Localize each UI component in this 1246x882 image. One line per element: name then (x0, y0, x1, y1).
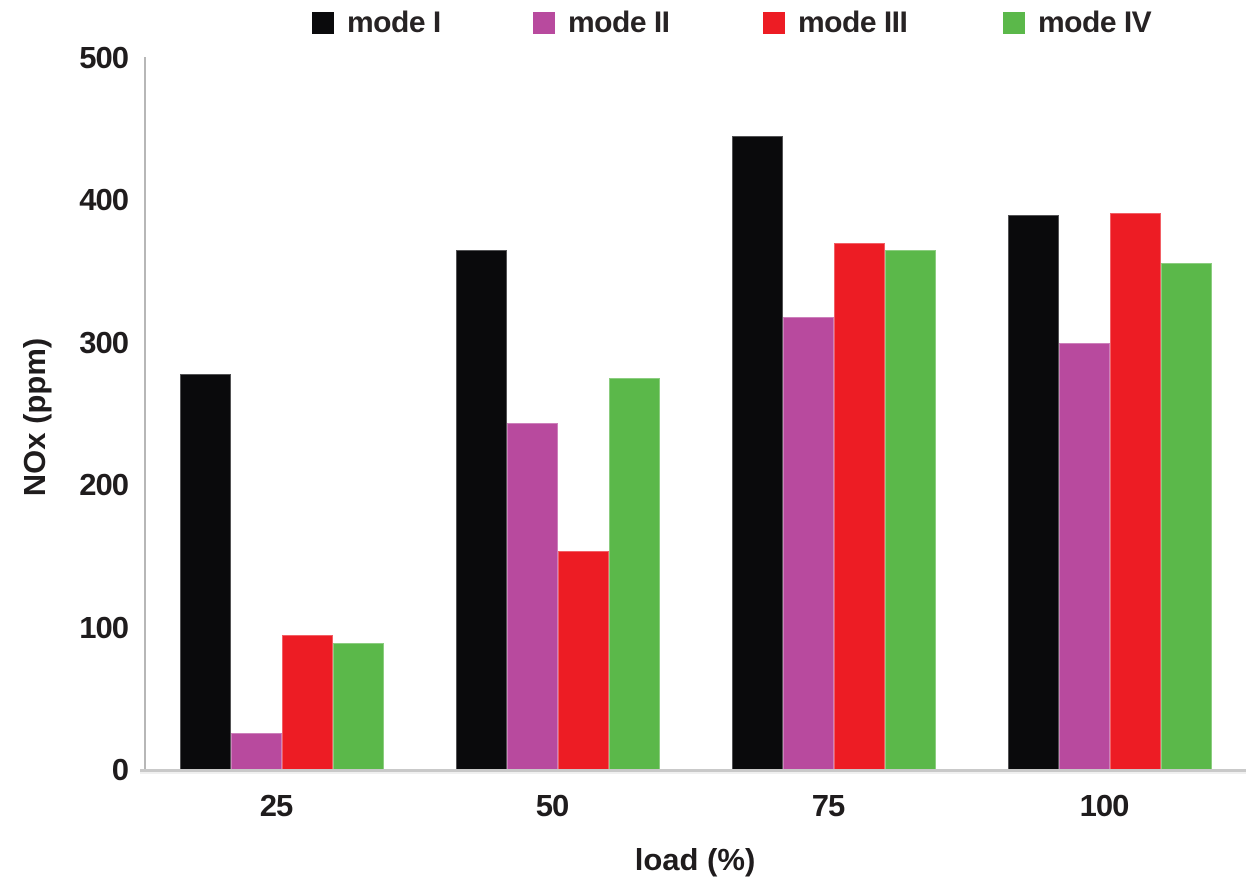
bar-mode-IV-load-100 (1161, 263, 1212, 770)
bar-mode-III-load-25 (282, 634, 333, 770)
y-tick-label: 100 (79, 609, 129, 645)
bar-mode-II-load-75 (783, 317, 834, 770)
bar-mode-IV-load-75 (885, 250, 936, 770)
legend-label: mode IV (1038, 6, 1152, 39)
y-tick-label: 200 (79, 467, 129, 503)
y-tick-label: 400 (79, 182, 129, 218)
bar-mode-II-load-25 (231, 732, 282, 770)
bar-mode-I-load-50 (456, 250, 507, 770)
legend-label: mode II (568, 6, 670, 39)
bar-mode-I-load-25 (180, 374, 231, 770)
bar-mode-II-load-50 (507, 422, 558, 770)
legend-swatch-icon (533, 12, 555, 34)
legend-label: mode III (798, 6, 908, 39)
x-tick-label: 100 (1079, 788, 1130, 823)
legend-entry-1: mode I (312, 6, 441, 40)
x-tick-label: 25 (259, 788, 293, 823)
legend-label: mode I (347, 6, 441, 39)
y-axis-title: NOx (ppm) (17, 337, 52, 497)
bar-mode-I-load-100 (1008, 214, 1059, 770)
bar-mode-III-load-75 (834, 243, 885, 770)
y-tick-label: 300 (79, 324, 129, 360)
bar-mode-I-load-75 (732, 136, 783, 770)
bar-mode-III-load-100 (1110, 213, 1161, 770)
x-tick-label: 50 (535, 788, 569, 823)
legend-swatch-icon (1003, 12, 1025, 34)
bar-mode-III-load-50 (558, 550, 609, 770)
bar-mode-II-load-100 (1059, 342, 1110, 770)
y-tick-label: 0 (111, 752, 129, 787)
legend-swatch-icon (312, 12, 334, 34)
y-axis-line (144, 57, 146, 770)
x-tick-label: 75 (811, 788, 845, 823)
y-tick-label: 500 (79, 40, 129, 75)
bar-mode-IV-load-25 (333, 643, 384, 770)
bar-mode-IV-load-50 (609, 378, 660, 770)
legend-entry-2: mode II (533, 6, 670, 40)
legend-entry-3: mode III (763, 6, 908, 40)
x-axis-line (140, 769, 1246, 772)
x-axis-title: load (%) (634, 842, 756, 877)
legend-entry-4: mode IV (1003, 6, 1152, 40)
legend-swatch-icon (763, 12, 785, 34)
